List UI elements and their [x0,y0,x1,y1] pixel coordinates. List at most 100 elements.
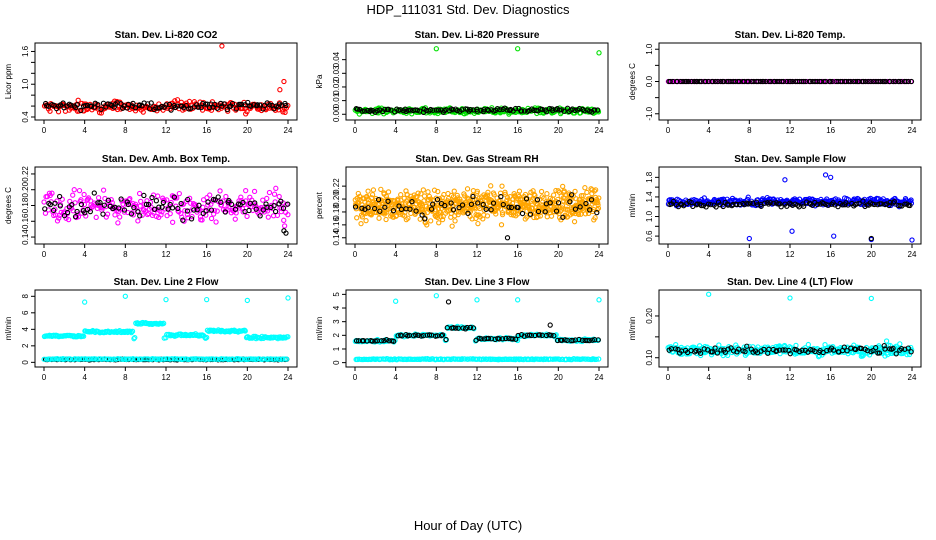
data-point [191,207,197,213]
data-point [276,193,282,200]
outlier-point [515,297,521,303]
data-point [709,349,716,355]
data-point [405,107,411,113]
data-point [778,204,784,210]
data-point [484,213,491,219]
data-point [212,197,218,203]
data-point [92,100,98,106]
y-axis-label: ml/min [4,317,13,341]
data-point [908,197,914,203]
data-point [56,193,63,200]
x-tick-label: 16 [513,126,522,135]
outlier-point [445,299,452,305]
y-tick-label: 0 [332,360,341,365]
data-point [701,195,707,201]
y-tick-label: 0.14 [21,229,30,245]
data-point [205,199,211,205]
data-point [693,347,699,354]
data-point [504,107,510,113]
point-group [41,43,291,117]
data-point [71,187,77,193]
data-point [559,203,566,209]
data-point [41,199,47,205]
data-point [188,356,194,362]
x-tick-label: 4 [82,250,87,259]
data-point [465,210,471,216]
outlier-point [244,297,250,304]
data-point [449,223,455,229]
data-point [375,197,382,203]
data-point [905,345,911,351]
data-point [464,186,471,192]
data-point [419,212,425,218]
data-point [767,199,773,206]
data-point [70,192,76,198]
outlier-point [219,43,225,49]
data-point [860,198,866,204]
data-point [69,202,75,208]
x-tick-label: 0 [353,250,358,259]
data-point [485,189,491,195]
data-point [890,78,896,85]
data-point [174,97,181,103]
data-point [180,217,186,223]
data-point [496,336,502,342]
data-point [171,194,178,200]
data-point [841,344,847,350]
plot-panel-5: Stan. Dev. Gas Stream RH percent 0 4 8 12 16 20… [315,154,609,259]
data-point [252,200,258,206]
data-point [905,78,912,85]
data-point [578,193,585,199]
panel-title: Stan. Dev. Line 3 Flow [425,277,530,288]
y-axis-label: Licor ppm [4,64,13,99]
outlier-point [122,293,128,299]
data-point [823,201,829,208]
data-point [160,320,167,326]
data-point [474,188,480,194]
y-tick-label: 0.10 [645,349,654,365]
data-point [428,206,435,212]
data-point [412,356,418,362]
data-point [398,192,404,198]
data-point [215,194,221,200]
data-point [377,208,383,214]
data-point [567,199,573,205]
data-point [89,356,95,362]
data-point [98,106,104,112]
data-point [370,187,377,193]
data-point [65,356,71,362]
data-point [143,201,150,208]
y-axis-label: ml/min [628,317,637,341]
panel-title: Stan. Dev. Sample Flow [734,154,846,165]
y-axis-label: ml/min [628,194,637,218]
data-point [891,199,897,205]
outlier-point [163,296,169,303]
data-point [730,348,737,354]
data-point [667,78,673,85]
x-tick-label: 0 [666,250,671,259]
data-point [497,106,503,113]
data-point [844,348,850,354]
data-point [265,214,271,220]
panel-title: Stan. Dev. Gas Stream RH [415,154,538,165]
data-point [747,200,753,206]
data-point [499,211,506,218]
x-tick-label: 8 [434,373,439,382]
data-point [390,208,397,214]
x-tick-label: 8 [123,373,128,382]
data-point [50,207,57,214]
data-point [713,204,719,210]
data-point [535,208,542,215]
data-point [74,356,80,362]
data-point [161,356,168,362]
y-tick-label: 0 [21,360,30,365]
data-point [75,214,82,220]
x-tick-label: 12 [473,250,482,259]
data-point [710,78,716,85]
data-point [716,342,722,348]
panel-title: Stan. Dev. Li-820 Pressure [415,30,540,41]
data-point [378,338,385,344]
data-point [680,78,686,85]
data-point [596,356,602,362]
data-point [251,188,258,195]
